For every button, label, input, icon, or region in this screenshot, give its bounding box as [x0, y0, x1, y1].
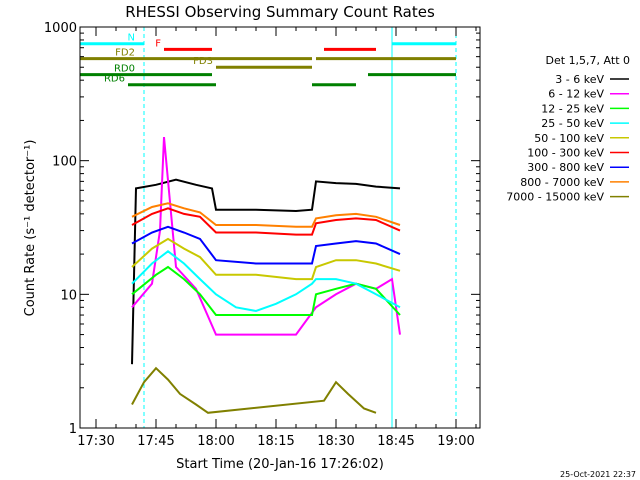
- legend-label-6: 300 - 800 keV: [527, 161, 604, 174]
- y-tick-label-1: 10: [60, 288, 77, 303]
- series-line-6: [131, 225, 401, 265]
- flag-label-0: N: [128, 33, 135, 44]
- x-tick-label-5: 18:45: [377, 434, 414, 449]
- legend-label-0: 3 - 6 keV: [555, 73, 604, 86]
- chart-title: RHESSI Observing Summary Count Rates: [125, 3, 435, 21]
- y-tick-label-2: 100: [52, 155, 77, 170]
- plot-frame: [79, 26, 481, 429]
- legend-label-8: 7000 - 15000 keV: [506, 191, 604, 204]
- x-tick-label-2: 18:00: [197, 434, 234, 449]
- series-line-8: [131, 366, 377, 414]
- x-tick-label-3: 18:15: [257, 434, 294, 449]
- legend-label-7: 800 - 7000 keV: [520, 176, 604, 189]
- x-tick-label-6: 19:00: [437, 434, 474, 449]
- series-line-3: [131, 250, 401, 313]
- x-tick-label-4: 18:30: [317, 434, 354, 449]
- series-line-7: [131, 202, 401, 228]
- legend-label-4: 50 - 100 keV: [534, 132, 604, 145]
- y-tick-label-3: 1000: [44, 21, 77, 36]
- x-tick-label-1: 17:45: [137, 434, 174, 449]
- series-line-4: [131, 237, 401, 281]
- flag-label-5: RD6: [104, 74, 125, 85]
- y-axis-label: Count Rate (s⁻¹ detector⁻¹): [23, 140, 38, 317]
- legend-label-5: 100 - 300 keV: [527, 147, 604, 160]
- series-group: [131, 137, 401, 414]
- legend-label-2: 12 - 25 keV: [541, 102, 604, 115]
- series-line-2: [131, 265, 401, 316]
- flag-label-1: F: [155, 38, 161, 49]
- axes: 1 10 100 1000 17:30 17:45 18:00 18:15 18:30 18:45…: [44, 21, 481, 449]
- legend-title: Det 1,5,7, Att 0: [546, 54, 630, 67]
- legend-label-1: 6 - 12 keV: [548, 88, 604, 101]
- timestamp: 25-Oct-2021 22:37: [560, 470, 636, 479]
- flag-label-2: FD2: [115, 48, 135, 59]
- y-tick-label-0: 1: [69, 422, 77, 437]
- legend-label-3: 25 - 50 keV: [541, 117, 604, 130]
- flag-label-3: FD3: [193, 56, 213, 67]
- series-line-5: [131, 207, 401, 236]
- x-axis-label: Start Time (20-Jan-16 17:26:02): [176, 457, 384, 472]
- x-tick-label-0: 17:30: [77, 434, 114, 449]
- flag-label-4: RD0: [114, 64, 135, 75]
